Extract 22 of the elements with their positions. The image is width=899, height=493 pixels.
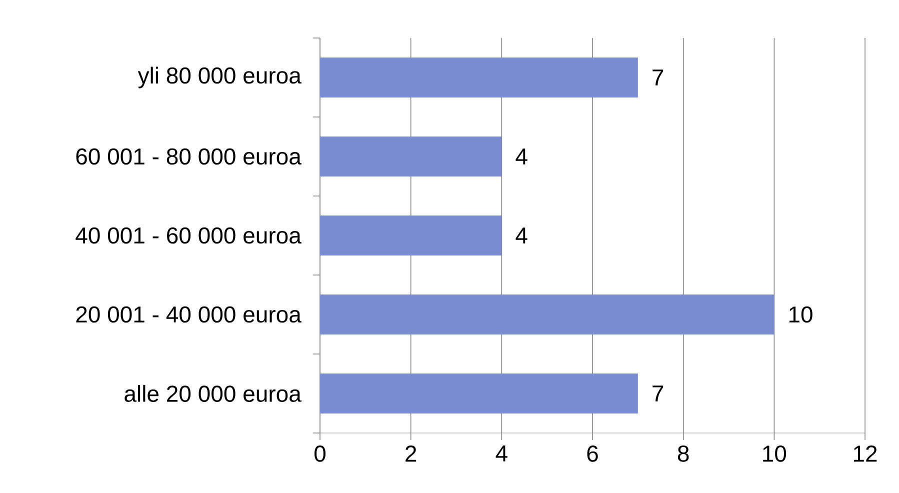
x-tick-label: 0 <box>314 446 326 462</box>
x-tick-label: 6 <box>587 446 598 462</box>
x-tick-label: 8 <box>678 446 689 462</box>
data-label: 4 <box>516 228 528 244</box>
data-label: 7 <box>652 70 664 86</box>
data-label: 10 <box>789 306 812 323</box>
data-label: 4 <box>516 148 528 164</box>
y-tick-label: 60 001 - 80 000 euroa <box>76 148 302 165</box>
x-tick-label: 10 <box>763 446 786 462</box>
y-tick-label: yli 80 000 euroa <box>138 66 302 88</box>
y-tick-label: 40 001 - 60 000 euroa <box>76 227 302 244</box>
bar <box>320 136 502 177</box>
bar <box>320 374 638 414</box>
bar <box>320 216 502 256</box>
x-tick-label: 4 <box>496 446 508 462</box>
x-tick-label: 12 <box>854 446 877 462</box>
bar <box>320 294 774 335</box>
bar <box>320 58 638 98</box>
data-label: 7 <box>652 386 664 402</box>
y-tick-label: 20 001 - 40 000 euroa <box>76 306 302 323</box>
y-tick-label: alle 20 000 euroa <box>124 385 302 402</box>
x-tick-label: 2 <box>406 446 416 462</box>
